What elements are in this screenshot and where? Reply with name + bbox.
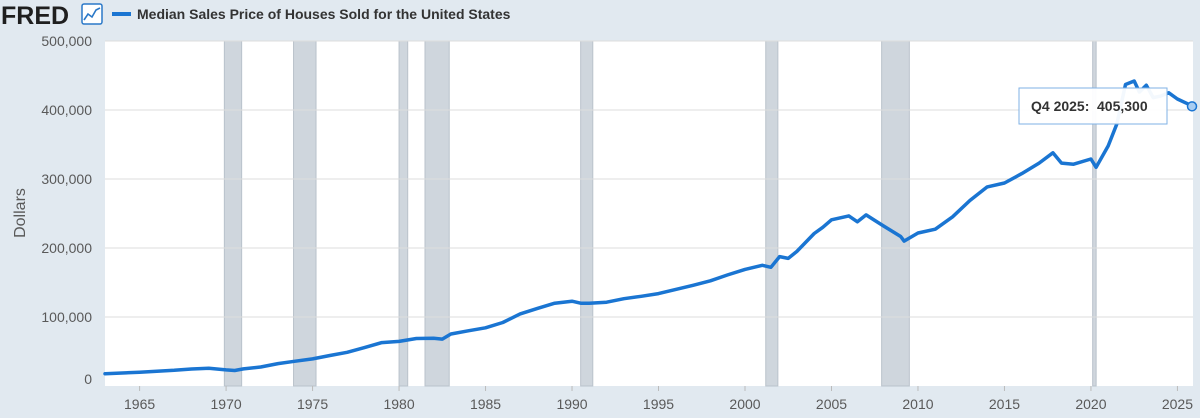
recession-band-2	[398, 40, 409, 387]
y-tick-label: 0	[84, 371, 92, 387]
x-tick-label: 1990	[556, 396, 587, 412]
x-tick-label: 1985	[470, 396, 501, 412]
x-axis: 1965 1970 1975 1980 1985 1990 1995 2000 2005 2010…	[124, 386, 1193, 412]
y-tick-label: 200,000	[41, 240, 92, 256]
x-tick-label: 1970	[211, 396, 242, 412]
tooltip: Q4 2025: 405,300	[1018, 87, 1168, 125]
brand-logo[interactable]: FRED	[1, 2, 103, 30]
brand-name: FRED	[1, 2, 69, 30]
tooltip-box	[1018, 87, 1168, 125]
x-tick-label: 2015	[989, 396, 1020, 412]
x-tick-label: 1965	[124, 396, 155, 412]
legend[interactable]: Median Sales Price of Houses Sold for th…	[112, 6, 511, 22]
recession-band-3	[424, 40, 450, 387]
x-tick-label: 2005	[816, 396, 847, 412]
recession-band-1	[293, 40, 317, 387]
recession-band-0	[223, 40, 243, 387]
x-tick-label: 2000	[729, 396, 760, 412]
tooltip-value: 405,300	[1097, 98, 1148, 114]
y-axis: 0 100,000 200,000 300,000 400,000 500,000	[41, 33, 92, 387]
recession-band-4	[580, 40, 594, 387]
x-tick-label: 2020	[1075, 396, 1106, 412]
recession-band-5	[765, 40, 779, 387]
plot-area	[105, 41, 1193, 386]
tooltip-label: Q4 2025:	[1031, 98, 1089, 114]
series-line[interactable]	[103, 79, 1195, 376]
x-tick-label: 1980	[383, 396, 414, 412]
hover-point[interactable]	[1186, 101, 1198, 112]
x-tick-label: 1995	[643, 396, 674, 412]
y-axis-title: Dollars	[12, 188, 29, 238]
y-tick-label: 300,000	[41, 171, 92, 187]
y-tick-label: 100,000	[41, 309, 92, 325]
y-tick-label: 400,000	[41, 102, 92, 118]
x-tick-label: 2025	[1162, 396, 1193, 412]
y-tick-label: 500,000	[41, 33, 92, 49]
x-tick-label: 1975	[297, 396, 328, 412]
legend-label: Median Sales Price of Houses Sold for th…	[137, 6, 511, 22]
recession-band-6	[881, 40, 910, 387]
x-tick-label: 2010	[902, 396, 933, 412]
trend-line-icon	[81, 3, 103, 25]
recession-bands	[223, 40, 1097, 387]
